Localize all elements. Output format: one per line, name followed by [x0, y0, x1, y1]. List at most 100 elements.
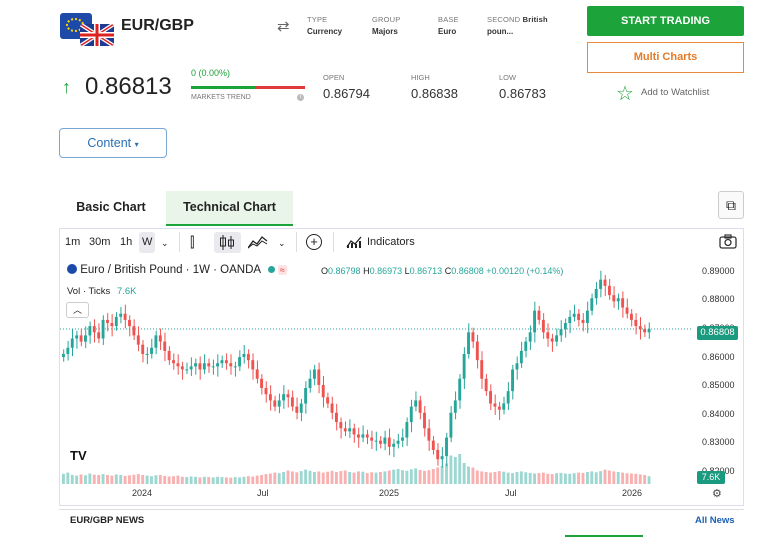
candle — [392, 443, 396, 447]
candle — [84, 335, 87, 342]
volume-bar — [546, 473, 550, 484]
candle — [255, 369, 259, 379]
volume-bar — [92, 474, 96, 484]
x-tick: 2024 — [132, 488, 153, 498]
volume-bar — [211, 477, 215, 484]
volume-bar — [625, 473, 629, 484]
uk-flag-icon — [80, 24, 114, 46]
volume-bar — [453, 457, 457, 484]
volume-bar — [66, 472, 70, 484]
volume-bar — [198, 477, 202, 484]
candle — [251, 360, 255, 370]
chart-symbol-legend: Euro / British Pound · 1W · OANDA ≈ — [67, 264, 287, 276]
volume-bar — [114, 474, 118, 484]
indicators-button[interactable]: Indicators — [367, 236, 415, 248]
info-icon[interactable]: i — [297, 94, 304, 101]
settings-gear-icon[interactable]: ⚙ — [712, 488, 722, 500]
volume-bar — [427, 470, 431, 484]
volume-bar — [312, 472, 316, 484]
candle — [506, 391, 510, 404]
star-icon[interactable]: ☆ — [616, 83, 634, 105]
collapse-legend-button[interactable]: ︿ — [66, 302, 89, 318]
candle — [414, 400, 418, 407]
candle — [233, 366, 237, 368]
volume-bar — [216, 476, 220, 484]
volume-bar — [379, 472, 382, 484]
area-chart-icon[interactable] — [247, 235, 268, 254]
volume-bar — [607, 470, 611, 484]
volume-bar — [458, 454, 462, 484]
ohlc-legend: O0.86798 H0.86973 L0.86713 C0.86808 +0.0… — [321, 266, 564, 276]
candle — [634, 319, 638, 327]
camera-icon[interactable] — [719, 234, 737, 254]
candle — [462, 353, 466, 379]
indicators-icon[interactable] — [346, 235, 362, 254]
candle — [497, 406, 501, 410]
candle — [585, 310, 589, 324]
candle — [524, 341, 528, 351]
add-compare-icon[interactable]: + — [306, 234, 322, 250]
volume-bar — [541, 472, 545, 484]
candle — [374, 440, 378, 442]
candle — [119, 313, 123, 317]
candle — [352, 428, 356, 435]
tradingview-logo-icon[interactable]: TV — [70, 448, 87, 463]
swap-icon[interactable]: ⇄ — [277, 18, 290, 35]
candle — [339, 422, 343, 429]
start-trading-button[interactable]: START TRADING — [587, 6, 744, 36]
volume-bar — [440, 466, 444, 484]
candle — [449, 412, 453, 438]
volume-bar — [158, 475, 162, 484]
volume-bar — [128, 475, 131, 484]
candles-icon[interactable] — [218, 235, 236, 255]
candle — [198, 363, 202, 370]
volume-bar — [145, 475, 149, 484]
volume-bar — [317, 471, 321, 484]
bar-chart-icon[interactable]: ⫿ — [190, 234, 195, 250]
tab-technical-chart[interactable]: Technical Chart — [166, 191, 293, 226]
volume-bar — [238, 477, 242, 484]
content-dropdown[interactable]: Content ▾ — [59, 128, 167, 158]
price-chart-plot[interactable] — [60, 258, 692, 484]
candle — [128, 319, 131, 327]
add-to-watchlist-link[interactable]: Add to Watchlist — [641, 87, 710, 98]
volume-bar — [233, 477, 237, 484]
volume-bar — [224, 477, 228, 484]
candle — [101, 319, 105, 339]
volume-legend: Vol · Ticks 7.6K — [67, 286, 137, 297]
tab-basic-chart[interactable]: Basic Chart — [76, 200, 146, 214]
candle — [361, 434, 365, 438]
all-news-link[interactable]: All News — [695, 515, 735, 526]
interval-1m[interactable]: 1m — [65, 236, 81, 248]
candle — [114, 316, 118, 327]
multi-charts-button[interactable]: Multi Charts — [587, 42, 744, 73]
volume-bar — [489, 472, 492, 484]
volume-bar — [172, 476, 175, 484]
candle — [260, 378, 264, 389]
interval-30m[interactable]: 30m — [89, 236, 111, 248]
candle — [273, 400, 277, 407]
volume-bar — [141, 475, 145, 484]
candle — [563, 323, 567, 330]
interval-1h[interactable]: 1h — [120, 236, 133, 248]
chevron-down-icon[interactable]: ⌄ — [278, 238, 286, 248]
volume-bar — [321, 472, 325, 484]
candle — [246, 353, 250, 361]
pair-title: EUR/GBP — [121, 17, 194, 34]
volume-bar — [577, 472, 581, 484]
volume-bar — [84, 475, 87, 484]
candle — [533, 310, 537, 333]
volume-bar — [357, 471, 360, 484]
volume-bar — [264, 474, 268, 484]
volume-bar — [295, 472, 299, 484]
volume-bar — [273, 472, 277, 484]
external-link-icon[interactable]: ⧉ — [718, 191, 744, 219]
candle — [559, 329, 563, 336]
candle — [577, 313, 581, 320]
candle — [110, 323, 114, 327]
chevron-down-icon[interactable]: ⌄ — [161, 238, 169, 248]
interval-active-bg — [139, 232, 155, 253]
interval-w[interactable]: W — [142, 236, 153, 248]
volume-bar — [537, 473, 541, 484]
candle — [541, 319, 545, 333]
